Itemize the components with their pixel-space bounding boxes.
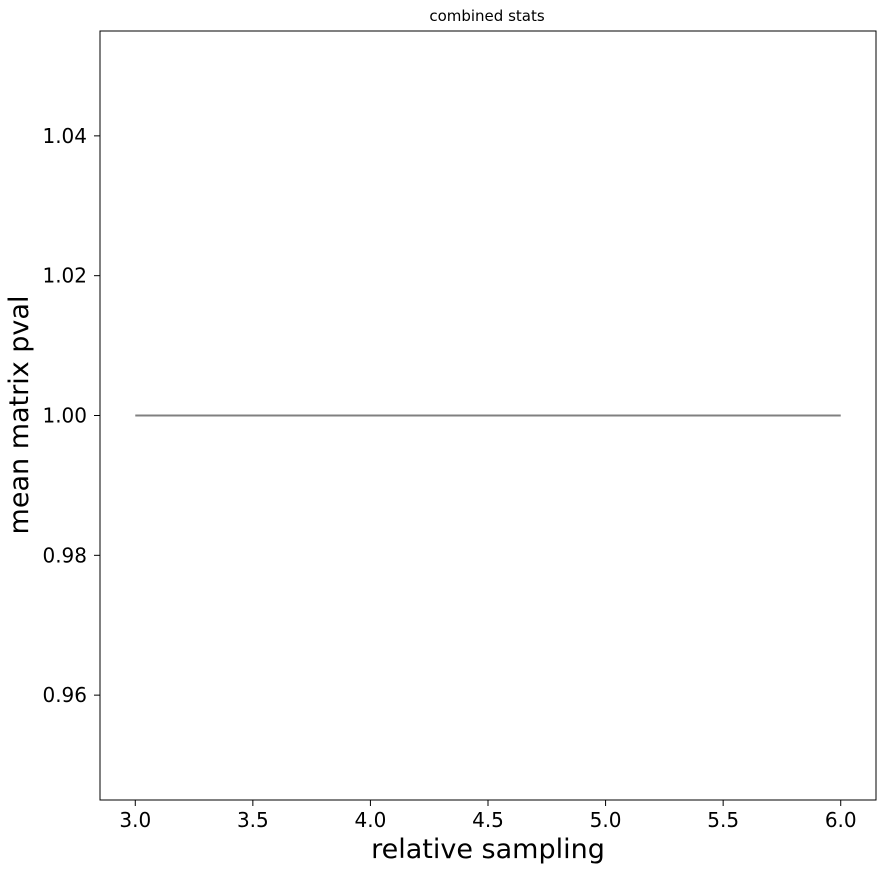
x-tick-label: 6.0 bbox=[825, 808, 857, 832]
x-axis-label: relative sampling bbox=[371, 834, 605, 865]
x-tick-label: 3.5 bbox=[237, 808, 269, 832]
y-tick-label: 1.02 bbox=[42, 264, 87, 288]
y-axis-ticks: 0.96 0.98 1.00 1.02 1.04 bbox=[42, 124, 100, 707]
y-tick-label: 0.96 bbox=[42, 683, 87, 707]
x-tick-label: 4.0 bbox=[355, 808, 387, 832]
x-tick-label: 5.5 bbox=[707, 808, 739, 832]
x-tick-label: 4.5 bbox=[472, 808, 504, 832]
y-tick-label: 1.00 bbox=[42, 404, 87, 428]
x-tick-label: 3.0 bbox=[119, 808, 151, 832]
y-tick-label: 1.04 bbox=[42, 124, 87, 148]
chart-title: combined stats bbox=[429, 7, 545, 25]
y-tick-label: 0.98 bbox=[42, 543, 87, 567]
y-axis-label: mean matrix pval bbox=[4, 296, 35, 535]
x-tick-label: 5.0 bbox=[590, 808, 622, 832]
x-axis-ticks: 3.0 3.5 4.0 4.5 5.0 5.5 6.0 bbox=[119, 800, 857, 832]
